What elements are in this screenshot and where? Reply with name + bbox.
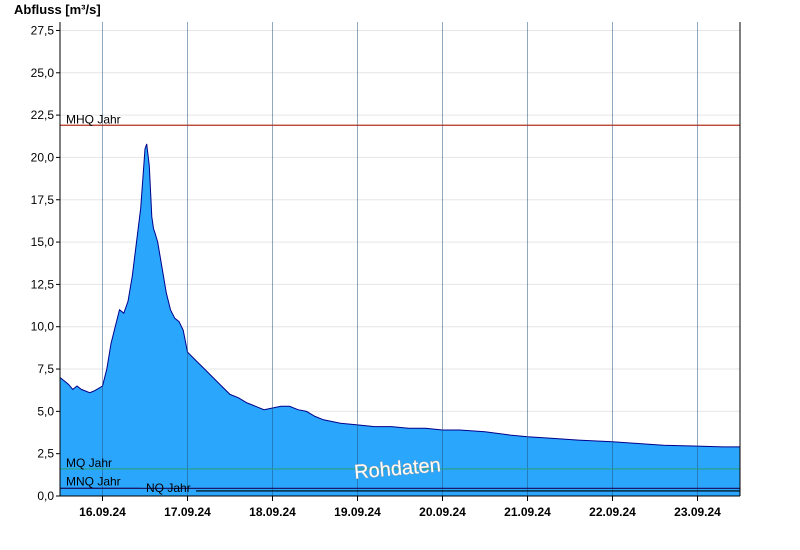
y-tick-label: 27,5 (31, 23, 55, 37)
x-tick-label: 20.09.24 (419, 505, 466, 519)
y-tick-label: 7,5 (37, 362, 54, 376)
ref-label-3: NQ Jahr (146, 481, 191, 495)
y-tick-label: 20,0 (31, 150, 55, 164)
ref-label-2: MNQ Jahr (66, 474, 121, 488)
x-tick-label: 17.09.24 (164, 505, 211, 519)
y-tick-label: 10,0 (31, 320, 55, 334)
y-tick-label: 25,0 (31, 66, 55, 80)
x-tick-label: 18.09.24 (249, 505, 296, 519)
y-tick-labels: 0,0 2,5 5,0 7,5 10,0 12,5 15,0 17,5 20,0 22,5 25,0… (31, 23, 60, 503)
x-tick-label: 23.09.24 (674, 505, 721, 519)
x-tick-label: 19.09.24 (334, 505, 381, 519)
y-tick-label: 22,5 (31, 108, 55, 122)
series-area-0 (60, 143, 740, 496)
y-tick-label: 17,5 (31, 193, 55, 207)
y-tick-label: 15,0 (31, 235, 55, 249)
x-tick-labels: 16.09.24 17.09.24 18.09.24 19.09.24 20.09.24… (79, 496, 721, 519)
y-axis-title: Abfluss [m³/s] (14, 2, 101, 17)
x-tick-label: 22.09.24 (589, 505, 636, 519)
y-tick-label: 0,0 (37, 489, 54, 503)
y-tick-label: 5,0 (37, 404, 54, 418)
ref-label-0: MHQ Jahr (66, 112, 121, 126)
y-tick-label: 2,5 (37, 447, 54, 461)
x-tick-label: 16.09.24 (79, 505, 126, 519)
series-layer (59, 143, 740, 496)
y-tick-label: 12,5 (31, 277, 55, 291)
reference-lines: MHQ Jahr MQ Jahr MNQ Jahr NQ Jahr (60, 112, 740, 495)
day-divider-lines (102, 22, 698, 496)
series-line-0 (59, 143, 740, 448)
ref-label-1: MQ Jahr (66, 456, 112, 470)
axes (59, 22, 741, 497)
x-tick-label: 21.09.24 (504, 505, 551, 519)
